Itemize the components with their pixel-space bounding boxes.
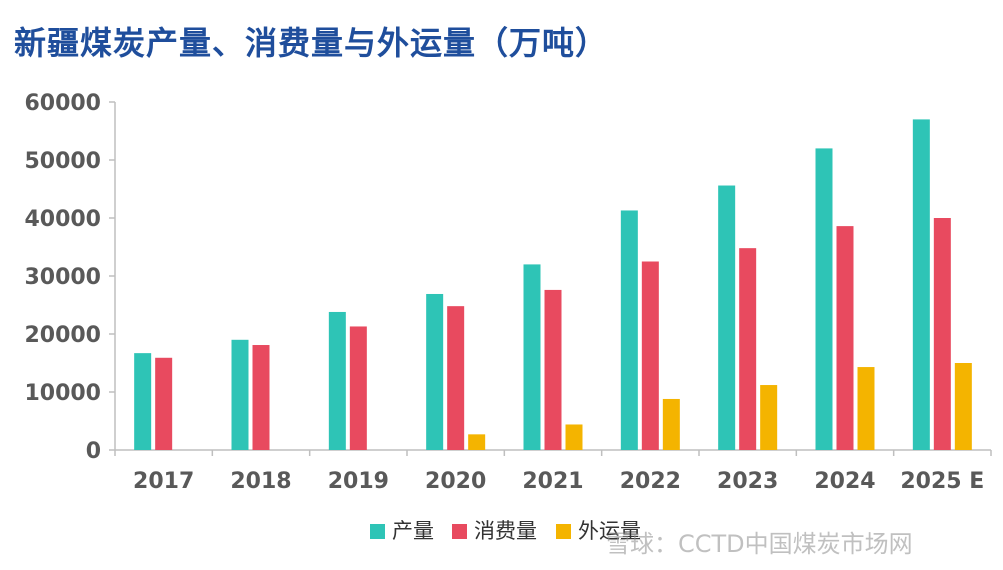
bar-消费量-2021: [544, 289, 562, 450]
x-tick-labels: 2017 2018 2019 2020 2021 2022 2023 2024 2025 E: [133, 469, 984, 494]
bar-外运量-2022: [662, 398, 680, 450]
bar-产量-2021: [523, 264, 541, 450]
legend: 产量 消费量 外运量: [370, 519, 641, 543]
bar-外运量-2023: [760, 385, 778, 450]
y-tick-label: 20000: [24, 323, 101, 348]
legend-label-产量: 产量: [392, 519, 434, 543]
x-tick-label: 2022: [620, 469, 681, 494]
legend-label-消费量: 消费量: [474, 519, 537, 543]
x-tick-label: 2019: [328, 469, 389, 494]
x-tick-label: 2020: [425, 469, 486, 494]
bar-消费量-2025 E: [933, 218, 951, 450]
x-tick-label: 2017: [133, 469, 194, 494]
bars: [134, 119, 972, 451]
y-tick-label: 0: [86, 439, 101, 464]
bar-产量-2025 E: [912, 119, 930, 451]
bar-产量-2024: [815, 148, 833, 450]
bar-外运量-2021: [565, 424, 583, 450]
bar-消费量-2017: [155, 357, 173, 450]
legend-swatch-产量: [370, 524, 385, 539]
bar-消费量-2024: [836, 226, 854, 450]
bar-产量-2018: [231, 339, 249, 450]
x-tick-label: 2025 E: [900, 469, 984, 494]
bar-消费量-2023: [739, 248, 757, 450]
legend-label-外运量: 外运量: [578, 519, 641, 543]
watermark: 雪球：CCTD中国煤炭市场网: [606, 530, 913, 558]
bar-消费量-2020: [447, 306, 465, 450]
x-tick-label: 2023: [717, 469, 778, 494]
y-tick-label: 30000: [24, 265, 101, 290]
chart-title: 新疆煤炭产量、消费量与外运量（万吨）: [14, 24, 609, 62]
bar-消费量-2018: [252, 345, 270, 450]
bar-产量-2023: [718, 185, 736, 450]
bar-产量-2022: [620, 210, 638, 450]
bar-外运量-2020: [468, 434, 486, 450]
bar-外运量-2024: [857, 367, 875, 450]
y-tick-label: 40000: [24, 207, 101, 232]
legend-swatch-消费量: [452, 524, 467, 539]
x-tick-label: 2018: [230, 469, 291, 494]
y-tick-label: 10000: [24, 381, 101, 406]
bar-产量-2019: [328, 311, 346, 450]
y-tick-labels: 0 10000 20000 30000 40000 50000 60000: [24, 91, 101, 464]
x-tick-label: 2021: [522, 469, 583, 494]
bar-消费量-2022: [641, 261, 659, 450]
legend-swatch-外运量: [556, 524, 571, 539]
y-tick-label: 60000: [24, 91, 101, 116]
y-tick-label: 50000: [24, 149, 101, 174]
x-tick-label: 2024: [814, 469, 875, 494]
bar-外运量-2025 E: [954, 363, 972, 450]
bar-产量-2017: [134, 353, 152, 450]
bar-消费量-2019: [349, 326, 367, 450]
bar-产量-2020: [426, 293, 444, 450]
